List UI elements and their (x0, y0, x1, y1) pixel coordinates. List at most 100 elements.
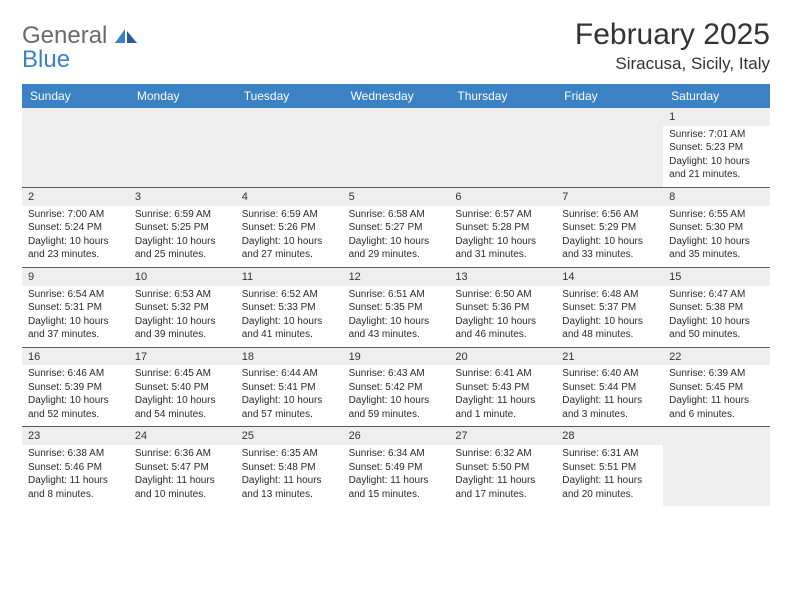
day-number: 6 (449, 188, 556, 206)
daylight-text-1: Daylight: 10 hours (349, 315, 444, 329)
day-details: Sunrise: 6:47 AMSunset: 5:38 PMDaylight:… (669, 288, 764, 342)
daylight-text-1: Daylight: 10 hours (669, 315, 764, 329)
day-number: 26 (343, 427, 450, 445)
logo-text-wrap: General Blue (22, 24, 137, 72)
logo-sail-icon (115, 27, 137, 43)
calendar-day-cell (556, 108, 663, 188)
logo-word-2: Blue (22, 46, 70, 73)
month-title: February 2025 (575, 18, 770, 52)
sunset-text: Sunset: 5:29 PM (562, 221, 657, 235)
calendar-day-cell: 18Sunrise: 6:44 AMSunset: 5:41 PMDayligh… (236, 348, 343, 428)
day-details: Sunrise: 6:59 AMSunset: 5:26 PMDaylight:… (242, 208, 337, 262)
sunrise-text: Sunrise: 6:41 AM (455, 367, 550, 381)
calendar-day-cell: 14Sunrise: 6:48 AMSunset: 5:37 PMDayligh… (556, 268, 663, 348)
sunset-text: Sunset: 5:51 PM (562, 461, 657, 475)
calendar-day-cell: 6 Sunrise: 6:57 AMSunset: 5:28 PMDaylight… (449, 188, 556, 268)
calendar-day-cell: 3Sunrise: 6:59 AMSunset: 5:25 PMDaylight… (129, 188, 236, 268)
sunset-text: Sunset: 5:35 PM (349, 301, 444, 315)
daylight-text-2: and 41 minutes. (242, 328, 337, 342)
day-number: 28 (556, 427, 663, 445)
calendar-day-cell (22, 108, 129, 188)
day-number: 15 (663, 268, 770, 286)
logo-word-1: General (22, 22, 107, 49)
calendar-day-cell: 5 Sunrise: 6:58 AMSunset: 5:27 PMDaylight… (343, 188, 450, 268)
location: Siracusa, Sicily, Italy (575, 54, 770, 74)
daylight-text-2: and 52 minutes. (28, 408, 123, 422)
daylight-text-2: and 59 minutes. (349, 408, 444, 422)
daylight-text-2: and 31 minutes. (455, 248, 550, 262)
daylight-text-1: Daylight: 10 hours (135, 394, 230, 408)
day-number: 16 (22, 348, 129, 366)
daylight-text-1: Daylight: 10 hours (455, 235, 550, 249)
day-details: Sunrise: 6:55 AMSunset: 5:30 PMDaylight:… (669, 208, 764, 262)
daylight-text-1: Daylight: 10 hours (28, 394, 123, 408)
daylight-text-2: and 46 minutes. (455, 328, 550, 342)
day-details: Sunrise: 6:58 AMSunset: 5:27 PMDaylight:… (349, 208, 444, 262)
day-number: 23 (22, 427, 129, 445)
day-details: Sunrise: 6:36 AMSunset: 5:47 PMDaylight:… (135, 447, 230, 501)
day-number: 9 (22, 268, 129, 286)
sunrise-text: Sunrise: 6:35 AM (242, 447, 337, 461)
sunset-text: Sunset: 5:48 PM (242, 461, 337, 475)
day-number: 25 (236, 427, 343, 445)
sunrise-text: Sunrise: 6:36 AM (135, 447, 230, 461)
sunset-text: Sunset: 5:36 PM (455, 301, 550, 315)
day-details: Sunrise: 6:44 AMSunset: 5:41 PMDaylight:… (242, 367, 337, 421)
daylight-text-1: Daylight: 10 hours (28, 235, 123, 249)
daylight-text-1: Daylight: 11 hours (135, 474, 230, 488)
day-number: 12 (343, 268, 450, 286)
calendar-day-cell: 4Sunrise: 6:59 AMSunset: 5:26 PMDaylight… (236, 188, 343, 268)
sunset-text: Sunset: 5:25 PM (135, 221, 230, 235)
day-details: Sunrise: 6:35 AMSunset: 5:48 PMDaylight:… (242, 447, 337, 501)
daylight-text-2: and 13 minutes. (242, 488, 337, 502)
daylight-text-1: Daylight: 11 hours (562, 394, 657, 408)
daylight-text-1: Daylight: 10 hours (242, 315, 337, 329)
sunset-text: Sunset: 5:46 PM (28, 461, 123, 475)
sunrise-text: Sunrise: 6:31 AM (562, 447, 657, 461)
weekday-sat: Saturday (663, 84, 770, 108)
calendar-day-cell: 11Sunrise: 6:52 AMSunset: 5:33 PMDayligh… (236, 268, 343, 348)
sunrise-text: Sunrise: 6:40 AM (562, 367, 657, 381)
calendar-day-cell: 15 Sunrise: 6:47 AMSunset: 5:38 PMDayligh… (663, 268, 770, 348)
daylight-text-1: Daylight: 11 hours (669, 394, 764, 408)
daylight-text-1: Daylight: 10 hours (455, 315, 550, 329)
calendar-day-cell: 8 Sunrise: 6:55 AMSunset: 5:30 PMDaylight… (663, 188, 770, 268)
daylight-text-2: and 6 minutes. (669, 408, 764, 422)
day-number: 20 (449, 348, 556, 366)
sunset-text: Sunset: 5:39 PM (28, 381, 123, 395)
sunrise-text: Sunrise: 6:57 AM (455, 208, 550, 222)
sunset-text: Sunset: 5:30 PM (669, 221, 764, 235)
day-number: 2 (22, 188, 129, 206)
sunset-text: Sunset: 5:42 PM (349, 381, 444, 395)
logo: General Blue (22, 24, 137, 72)
sunset-text: Sunset: 5:28 PM (455, 221, 550, 235)
sunset-text: Sunset: 5:47 PM (135, 461, 230, 475)
calendar-day-cell: 19Sunrise: 6:43 AMSunset: 5:42 PMDayligh… (343, 348, 450, 428)
sunrise-text: Sunrise: 6:45 AM (135, 367, 230, 381)
day-number: 5 (343, 188, 450, 206)
day-details: Sunrise: 6:31 AMSunset: 5:51 PMDaylight:… (562, 447, 657, 501)
daylight-text-2: and 29 minutes. (349, 248, 444, 262)
daylight-text-2: and 35 minutes. (669, 248, 764, 262)
daylight-text-2: and 17 minutes. (455, 488, 550, 502)
calendar-day-cell (663, 427, 770, 506)
calendar-day-cell: 17Sunrise: 6:45 AMSunset: 5:40 PMDayligh… (129, 348, 236, 428)
daylight-text-2: and 20 minutes. (562, 488, 657, 502)
calendar-day-cell: 9Sunrise: 6:54 AMSunset: 5:31 PMDaylight… (22, 268, 129, 348)
sunrise-text: Sunrise: 7:01 AM (669, 128, 764, 142)
daylight-text-1: Daylight: 10 hours (669, 235, 764, 249)
day-number: 1 (663, 108, 770, 126)
sunrise-text: Sunrise: 6:47 AM (669, 288, 764, 302)
day-number: 8 (663, 188, 770, 206)
calendar-day-cell: 28 Sunrise: 6:31 AMSunset: 5:51 PMDayligh… (556, 427, 663, 506)
sunrise-text: Sunrise: 6:44 AM (242, 367, 337, 381)
calendar-day-cell: 26Sunrise: 6:34 AMSunset: 5:49 PMDayligh… (343, 427, 450, 506)
sunset-text: Sunset: 5:37 PM (562, 301, 657, 315)
calendar-day-cell (449, 108, 556, 188)
sunrise-text: Sunrise: 6:43 AM (349, 367, 444, 381)
daylight-text-2: and 23 minutes. (28, 248, 123, 262)
weekday-mon: Monday (129, 84, 236, 108)
sunset-text: Sunset: 5:41 PM (242, 381, 337, 395)
daylight-text-2: and 48 minutes. (562, 328, 657, 342)
day-details: Sunrise: 6:57 AMSunset: 5:28 PMDaylight:… (455, 208, 550, 262)
